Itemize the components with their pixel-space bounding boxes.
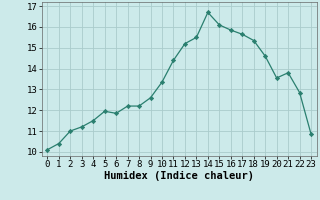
X-axis label: Humidex (Indice chaleur): Humidex (Indice chaleur) — [104, 171, 254, 181]
